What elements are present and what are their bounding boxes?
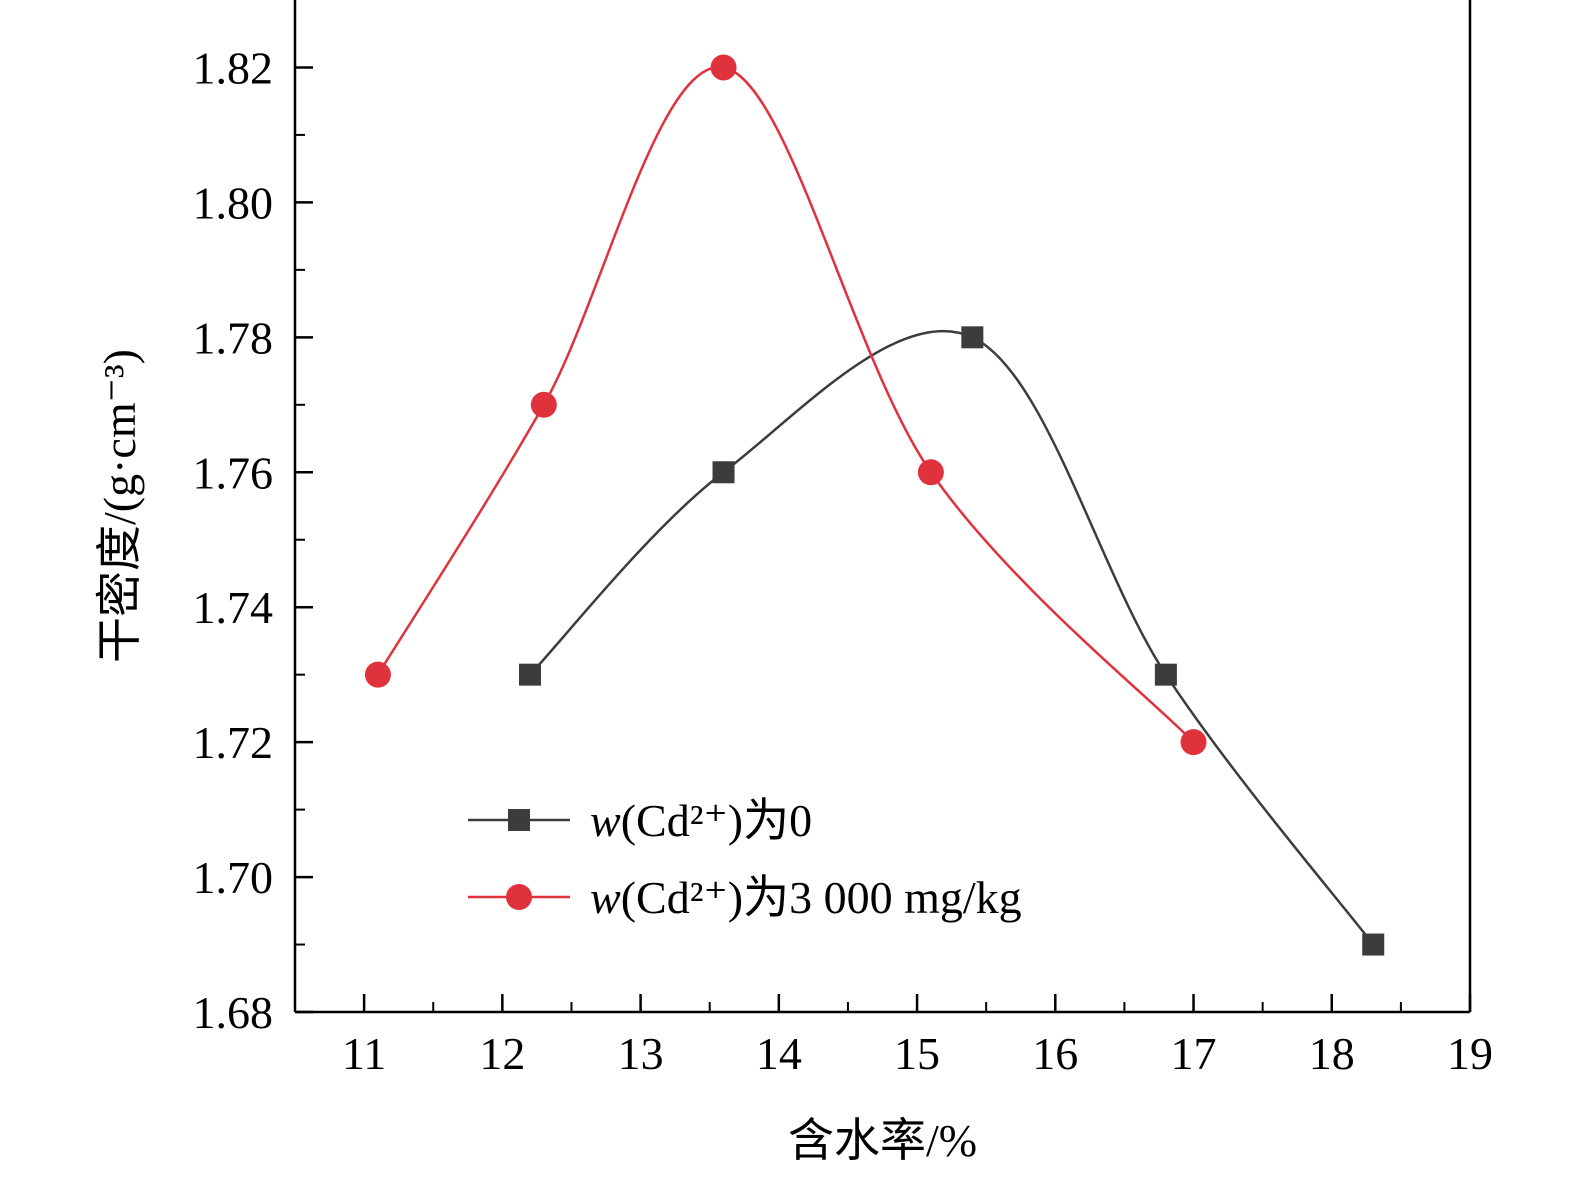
legend: w(Cd²⁺)为0 w(Cd²⁺)为3 000 mg/kg <box>468 795 1022 923</box>
y-tick-label: 1.76 <box>193 447 274 498</box>
legend-label-1: w(Cd²⁺)为3 000 mg/kg <box>590 872 1022 923</box>
y-tick-label: 1.74 <box>193 582 274 633</box>
series-line-1 <box>376 66 1195 744</box>
y-tick-label: 1.72 <box>193 717 274 768</box>
legend-label-0: w(Cd²⁺)为0 <box>590 795 812 846</box>
y-tick-label: 1.78 <box>193 312 274 363</box>
legend-marker-square <box>508 809 530 831</box>
data-point-circle <box>530 391 557 418</box>
x-tick-label: 14 <box>756 1028 802 1079</box>
data-point-circle <box>364 661 391 688</box>
data-point-square <box>519 663 541 686</box>
data-point-circle <box>917 459 944 486</box>
x-tick-label: 12 <box>479 1028 525 1079</box>
series-line-0 <box>529 330 1375 946</box>
x-tick-label: 16 <box>1032 1028 1078 1079</box>
y-tick-label: 1.80 <box>193 177 274 228</box>
x-tick-label: 17 <box>1171 1028 1217 1079</box>
legend-marker-circle <box>506 884 532 910</box>
series-layer <box>364 54 1385 956</box>
y-tick-label: 1.70 <box>193 852 274 903</box>
x-tick-label: 19 <box>1447 1028 1493 1079</box>
y-tick-label: 1.68 <box>193 987 274 1038</box>
x-tick-label: 15 <box>894 1028 940 1079</box>
data-point-square <box>1154 663 1177 686</box>
data-point-circle <box>1180 729 1207 756</box>
data-point-square <box>1362 933 1385 956</box>
data-point-circle <box>710 54 737 81</box>
x-axis-title: 含水率/% <box>788 1115 977 1166</box>
x-axis: 11 12 13 14 15 16 17 18 19 <box>294 994 1493 1079</box>
x-tick-label: 13 <box>618 1028 664 1079</box>
x-tick-label: 18 <box>1309 1028 1355 1079</box>
data-point-square <box>961 326 984 349</box>
y-axis: 1.68 1.70 1.72 1.74 1.76 1.78 1.80 1.82 <box>193 42 313 1038</box>
x-tick-label: 11 <box>342 1028 386 1079</box>
y-axis-title: 干密度/(g·cm⁻³) <box>94 349 145 663</box>
data-point-square <box>712 461 735 484</box>
y-tick-label: 1.82 <box>193 42 274 93</box>
plot-frame <box>293 0 1472 1014</box>
